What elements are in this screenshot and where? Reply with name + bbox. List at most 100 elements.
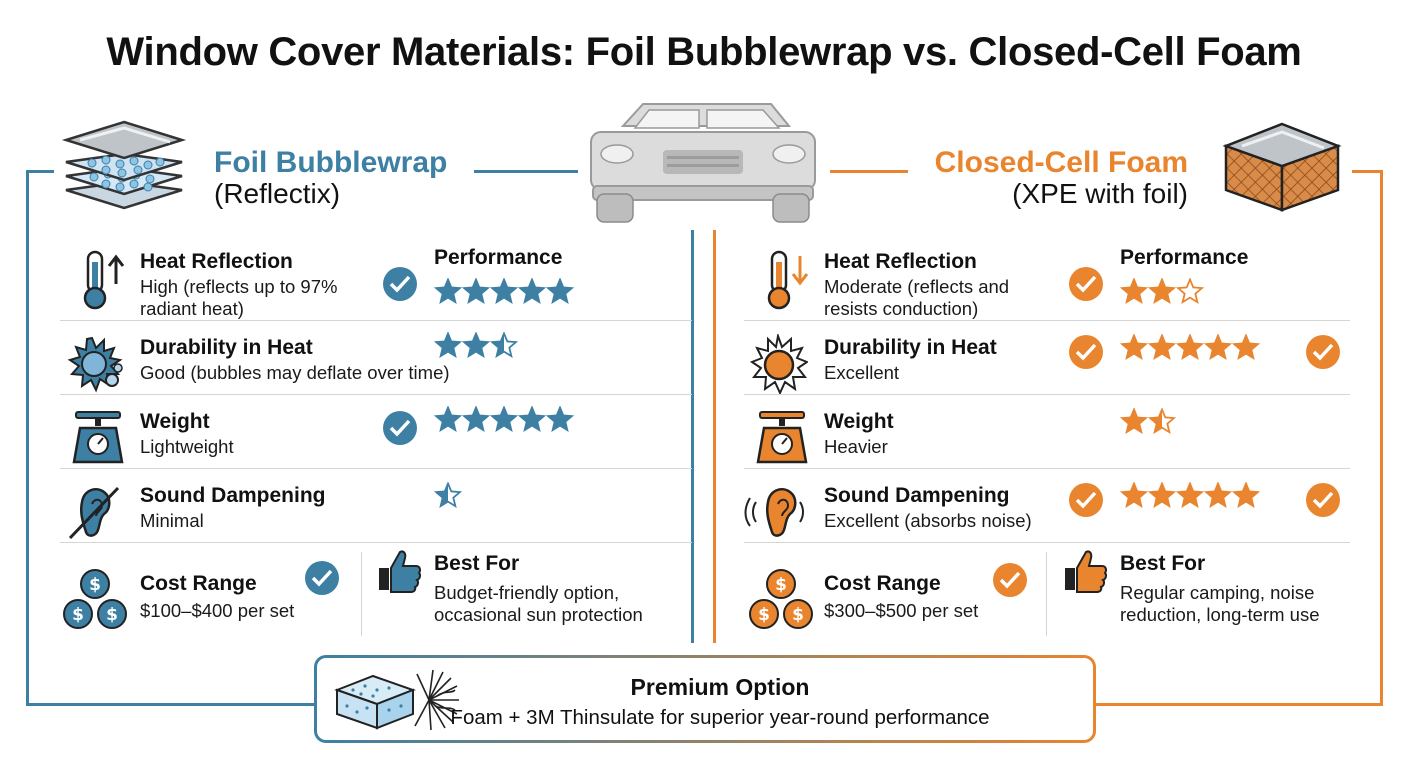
ear-sound-icon [744,488,804,537]
check-icon [383,267,417,301]
right-rating-stars [1120,278,1205,305]
thumbs-up-icon [379,550,422,593]
right-row-value: Excellent (absorbs noise) [824,510,1032,531]
svg-text:$: $ [106,605,118,625]
right-rating-stars [1120,482,1260,509]
star-fill [1206,483,1230,507]
foil-bubblewrap-layers-icon [61,120,187,210]
coins-icon: $$ $ [749,569,813,629]
star-fill [1206,335,1230,359]
right-frame-top-left [830,170,908,173]
left-row-value: High (reflects up to 97% radiant heat) [140,276,338,319]
left-row-sound: Sound Dampening Minimal [60,480,692,554]
right-performance-header: Performance [1120,246,1249,269]
right-row-value: Heavier [824,436,888,457]
star-fill [436,333,460,357]
premium-option-title: Premium Option [630,674,810,700]
page-title: Window Cover Materials: Foil Bubblewrap … [106,30,1302,74]
star-fill [492,407,516,431]
left-panel-title: Foil Bubblewrap [214,146,448,179]
star-fill [1122,409,1146,433]
right-panel-header: Closed-Cell Foam (XPE with foil) [935,146,1188,210]
left-panel-subtitle: (Reflectix) [214,178,341,209]
row-divider [744,468,1350,469]
thumbs-up-icon [1065,550,1108,593]
right-row-label: Weight [824,410,894,433]
scale-icon [72,411,124,464]
row-divider [60,394,692,395]
left-frame-top-right [474,170,578,173]
check-icon [1069,483,1103,517]
star-fill [436,407,460,431]
star-fill [1150,335,1174,359]
row-divider [60,468,692,469]
svg-text:$: $ [89,575,101,595]
row-divider [60,542,692,543]
right-row-weight: Weight Heavier [744,406,1350,480]
left-row-weight: Weight Lightweight [60,406,692,480]
row-divider [60,320,692,321]
foam-thinsulate-icon [334,669,459,731]
right-row-label: Heat Reflection [824,250,977,273]
right-rating-stars [1120,408,1177,435]
star-fill [1150,409,1162,433]
left-cost-range: $ $ $ Cost Range $100–$400 per set [60,560,360,640]
check-icon [1306,335,1340,369]
right-cost-range: $ $ $ Cost Range $300–$500 per set [744,560,1044,640]
left-best-for-value: Budget-friendly option, occasional sun p… [434,582,643,625]
coins-icon: $$ $ [63,569,127,629]
svg-text:$: $ [72,605,84,625]
right-panel-subtitle: (XPE with foil) [1012,178,1188,209]
check-icon [1306,483,1340,517]
left-row-heat-reflection: Heat Reflection High (reflects up to 97%… [60,246,692,320]
closed-cell-foam-block-icon [1222,122,1342,212]
star-fill [1234,483,1258,507]
right-cost-value: $300–$500 per set [824,600,979,621]
scale-icon [756,411,808,464]
left-cost-value: $100–$400 per set [140,600,295,621]
left-rating-stars [434,332,519,359]
left-frame-inner [691,230,694,643]
star-fill [548,279,572,303]
star-fill [548,407,572,431]
right-frame-bottom [1096,703,1383,706]
star-fill [492,279,516,303]
star-fill [1178,335,1202,359]
svg-text:$: $ [792,605,804,625]
thermometer-down-icon [767,250,809,310]
right-frame-inner [713,230,716,643]
right-row-label: Durability in Heat [824,336,997,359]
star-fill [464,333,488,357]
left-rating-stars [434,278,574,305]
sun-bubbles-icon [67,336,123,393]
right-best-for-label: Best For [1120,552,1206,575]
check-icon [305,561,339,595]
sun-icon [750,334,808,396]
check-icon [383,411,417,445]
column-divider [1046,552,1047,636]
right-best-for-value: Regular camping, noise reduction, long-t… [1120,582,1320,625]
right-row-sound: Sound Dampening Excellent (absorbs noise… [744,480,1350,554]
left-row-label: Heat Reflection [140,250,293,273]
star-fill [464,407,488,431]
right-row-label: Sound Dampening [824,484,1010,507]
left-row-label: Weight [140,410,210,433]
left-frame-side [26,170,29,706]
star-fill [520,279,544,303]
left-row-value: Lightweight [140,436,234,457]
right-frame-top-right [1352,170,1382,173]
right-row-value: Moderate (reflects and resists conductio… [824,276,1010,319]
star-fill [520,407,544,431]
star-outline [1175,278,1205,305]
left-rating-stars [434,482,463,509]
left-row-durability: Durability in Heat Good (bubbles may def… [60,332,692,406]
star-fill [1122,335,1146,359]
left-performance-header: Performance [434,246,563,269]
left-row-label: Durability in Heat [140,336,313,359]
premium-option-box: Premium Option Foam + 3M Thinsulate for … [314,655,1096,743]
right-cost-label: Cost Range [824,572,941,595]
svg-text:$: $ [758,605,770,625]
left-row-label: Sound Dampening [140,484,326,507]
right-rating-stars [1120,334,1260,361]
star-fill [1150,279,1174,303]
